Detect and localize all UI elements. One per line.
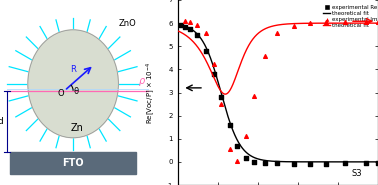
Point [274, 31, 280, 34]
Y-axis label: Re[Voc/P] $\times$ 10$^{-4}$: Re[Voc/P] $\times$ 10$^{-4}$ [144, 61, 157, 124]
Point [262, 162, 268, 164]
Text: d: d [0, 117, 3, 126]
Point [342, 162, 348, 164]
Point [307, 163, 313, 166]
Point [323, 21, 329, 24]
Point [187, 27, 193, 30]
Point [182, 25, 188, 28]
Point [187, 20, 193, 23]
Text: ρ: ρ [139, 76, 146, 86]
Point [182, 19, 188, 22]
Text: O: O [57, 89, 64, 98]
Point [194, 23, 200, 26]
Ellipse shape [28, 30, 118, 138]
Bar [11, 152, 136, 174]
Point [194, 33, 200, 36]
Point [323, 163, 329, 166]
Point [307, 22, 313, 25]
Point [291, 24, 297, 27]
Point [291, 162, 297, 165]
Point [243, 135, 249, 138]
Point [211, 62, 217, 65]
Point [363, 21, 369, 24]
Text: R: R [71, 65, 76, 75]
Point [218, 102, 224, 105]
Point [234, 159, 240, 162]
Point [363, 162, 369, 164]
Text: Zn: Zn [70, 123, 83, 133]
Point [375, 161, 378, 164]
Point [211, 73, 217, 75]
Point [342, 21, 348, 24]
Text: ZnO: ZnO [118, 19, 136, 28]
Point [251, 160, 257, 163]
Point [234, 144, 240, 147]
Point [375, 21, 378, 24]
Point [243, 157, 249, 160]
Point [227, 147, 233, 150]
Point [227, 123, 233, 126]
Point [203, 49, 209, 52]
Text: FTO: FTO [62, 158, 84, 168]
Text: θ: θ [74, 87, 79, 96]
Point [203, 31, 209, 34]
Point [218, 96, 224, 99]
Point [262, 54, 268, 57]
Legend: experimental Re, theoretical fit, experimental Im, theoretical fit: experimental Re, theoretical fit, experi… [321, 3, 378, 31]
Point [251, 95, 257, 97]
Text: S3: S3 [352, 169, 363, 178]
Point [178, 24, 184, 27]
Point [274, 162, 280, 164]
